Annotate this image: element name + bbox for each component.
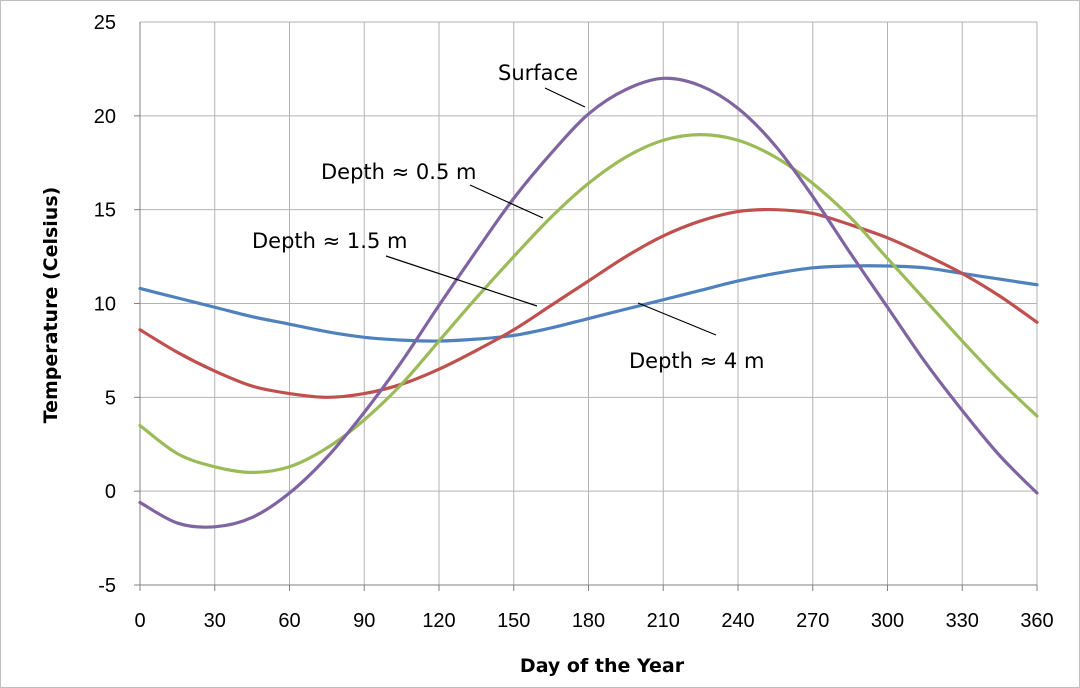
x-tick-label: 270 xyxy=(796,610,829,632)
annotation-label-depth-1-5: Depth ≈ 1.5 m xyxy=(252,229,407,253)
x-tick-label: 360 xyxy=(1020,610,1053,632)
x-tick-label: 180 xyxy=(572,610,605,632)
y-tick-label: 15 xyxy=(94,200,116,222)
series-line-surface xyxy=(138,76,1039,529)
x-tick-label: 240 xyxy=(721,610,754,632)
y-tick-label: 10 xyxy=(94,294,116,316)
annotation-leader-depth-1-5 xyxy=(385,255,538,307)
annotations: Surface Depth ≈ 0.5 m Depth ≈ 1.5 m Depth ≈… xyxy=(252,61,764,373)
y-tick-label: 25 xyxy=(94,12,116,34)
x-tick-label: 90 xyxy=(353,610,375,632)
series-line-depth-0-5 xyxy=(138,133,1039,474)
x-tick-label: 60 xyxy=(278,610,300,632)
x-tick-label: 300 xyxy=(871,610,904,632)
y-tick-label: -5 xyxy=(98,575,116,597)
y-tick-label: 20 xyxy=(94,106,116,128)
y-axis-title: Temperature (Celsius) xyxy=(40,187,62,424)
x-tick-label: 30 xyxy=(204,610,226,632)
x-tick-label: 210 xyxy=(647,610,680,632)
tick-labels: -5 0 5 10 15 20 25 0 30 60 90 120 150 180 210 240 270 300… xyxy=(94,12,1054,632)
y-tick-label: 0 xyxy=(105,481,116,503)
series-lines xyxy=(138,76,1039,529)
annotation-label-depth-4: Depth ≈ 4 m xyxy=(629,349,764,373)
annotation-label-depth-0-5: Depth ≈ 0.5 m xyxy=(321,160,476,184)
y-tick-label: 5 xyxy=(105,387,116,409)
series-line-depth-1-5 xyxy=(138,207,1039,399)
x-tick-label: 0 xyxy=(134,610,145,632)
annotation-leader-depth-4 xyxy=(637,302,717,336)
annotation-label-surface: Surface xyxy=(498,61,578,85)
annotation-leader-surface xyxy=(544,87,586,108)
x-axis-title: Day of the Year xyxy=(520,655,685,677)
x-tick-label: 330 xyxy=(946,610,979,632)
x-tick-label: 120 xyxy=(422,610,455,632)
x-tick-label: 150 xyxy=(497,610,530,632)
grid xyxy=(134,21,1038,591)
series-line-depth-4 xyxy=(138,264,1039,343)
annotation-leader-depth-0-5 xyxy=(469,184,544,219)
